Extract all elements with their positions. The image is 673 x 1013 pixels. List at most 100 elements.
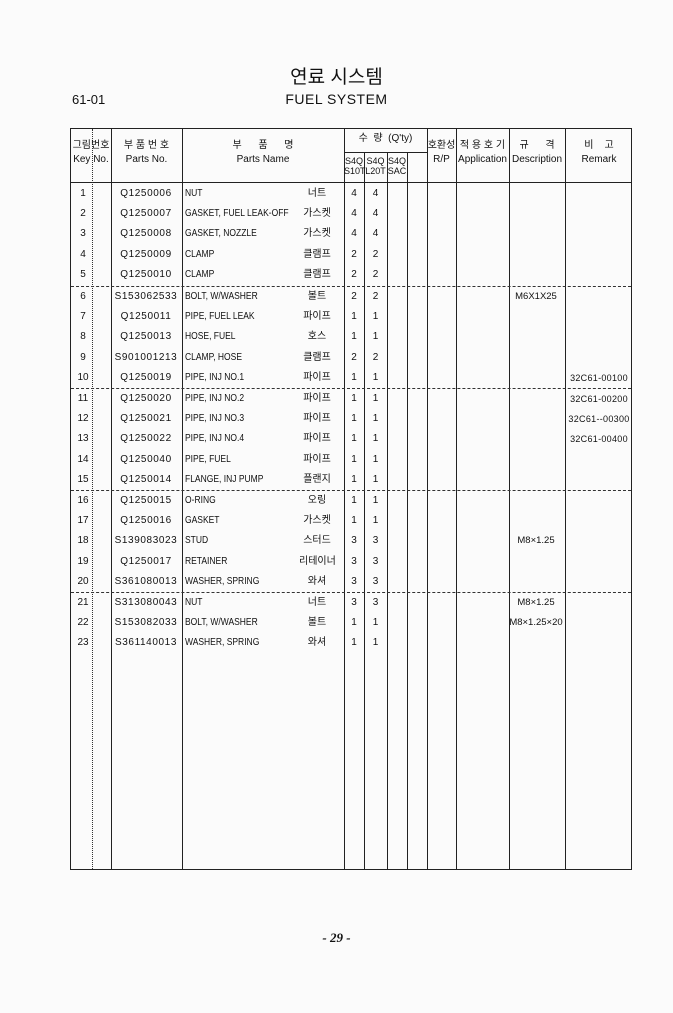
column-divider [407,153,408,869]
header-qty-s10t: S4Q S10T [344,156,366,176]
header-parts-no-en: Parts No. [125,154,168,165]
table-row: 7 Q1250011 PIPE, FUEL LEAK 파이프 1 1 [71,307,631,327]
part-name-korean: 플랜지 [303,473,331,485]
part-name: PIPE, FUEL [185,453,231,465]
qty-s10t: 4 [351,208,357,220]
part-name-korean: 볼트 [307,617,327,629]
part-name-korean: 너트 [307,188,327,199]
row-group: 6 S153062533 BOLT, W/WASHER 볼트 2 2 M6X1X25 7 Q12… [71,286,631,389]
part-name-korean: 가스켓 [303,228,331,240]
table-row: 5 Q1250010 CLAMP 클램프 2 2 [71,265,631,285]
table-row: 12 Q1250021 PIPE, INJ NO.3 파이프 1 1 32C61--0030… [71,409,631,429]
part-number: S313080043 [114,597,178,608]
column-divider [364,153,365,869]
qty-divider [344,152,427,153]
row-group: 1 Q1250006 NUT 너트 4 4 2 Q1250007 GASKET, FUEL LE… [71,184,631,286]
column-divider [427,129,428,869]
part-name: PIPE, FUEL LEAK [185,311,255,323]
qty-s10t: 1 [351,433,357,445]
part-name-korean: 클램프 [303,351,331,363]
qty-l20t: 1 [372,371,379,383]
header-key-kr: 그림번호 [72,140,110,151]
part-name: PIPE, INJ NO.2 [185,393,245,404]
part-name: WASHER, SPRING [185,637,260,649]
part-name-korean: 파이프 [303,393,331,404]
header-key-en: Key No. [73,154,109,165]
qty-l20t: 2 [372,291,379,302]
table-row: 13 Q1250022 PIPE, INJ NO.4 파이프 1 1 32C61-00400 [71,429,631,449]
table-row: 21 S313080043 NUT 너트 3 3 M8×1.25 [71,593,631,613]
parts-table: 그림번호 Key No. 부 품 번 호 Parts No. 부 품 명 Parts … [70,128,632,870]
table-row: 16 Q1250015 O-RING 오링 1 1 [71,491,631,511]
key-no: 10 [77,371,89,383]
part-number: Q1250022 [120,433,172,445]
description: M8×1.25 [517,535,555,547]
header-rp-en: R/P [433,154,450,165]
part-name-korean: 리테이너 [299,555,336,567]
header-application-en: Application [458,154,507,165]
part-name-korean: 파이프 [303,453,331,465]
part-number: Q1250016 [120,515,172,527]
header-parts-name-kr: 부 품 명 [232,140,294,151]
part-name: PIPE, INJ NO.4 [185,433,245,445]
qty-l20t: 1 [372,473,379,485]
key-no: 9 [80,351,86,363]
qty-l20t: 3 [372,535,379,547]
table-row: 23 S361140013 WASHER, SPRING 와셔 1 1 [71,633,631,653]
qty-s10t: 1 [351,371,357,383]
qty-l20t: 1 [372,453,379,465]
table-row: 18 S139083023 STUD 스터드 3 3 M8×1.25 [71,531,631,551]
qty-l20t: 2 [372,268,379,280]
part-number: Q1250017 [120,555,172,567]
qty-s10t: 1 [351,393,357,404]
part-name: CLAMP, HOSE [185,351,243,363]
header-key: 그림번호 Key No. [71,139,111,167]
key-no: 5 [80,268,86,280]
qty-l20t: 1 [372,393,379,404]
section-code: 61-01 [72,92,106,107]
table-row: 17 Q1250016 GASKET 가스켓 1 1 [71,511,631,531]
key-no: 2 [80,208,86,220]
part-name-korean: 가스켓 [303,208,331,220]
key-no: 16 [77,495,89,506]
part-number: S153082033 [114,617,178,629]
part-number: Q1250013 [120,331,172,343]
key-no: 21 [77,597,89,608]
key-no: 18 [77,535,89,547]
qty-s10t: 1 [351,311,357,323]
key-no: 20 [77,575,89,587]
key-no: 4 [80,248,86,260]
header-description-en: Description [511,154,563,165]
part-name-korean: 파이프 [303,413,331,425]
qty-s10t: 1 [351,413,357,425]
table-row: 10 Q1250019 PIPE, INJ NO.1 파이프 1 1 32C61-00100 [71,368,631,388]
header-remark-en: Remark [581,154,617,165]
qty-s10t: 1 [351,617,357,629]
table-row: 15 Q1250014 FLANGE, INJ PUMP 플랜지 1 1 [71,470,631,490]
part-name-korean: 파이프 [303,371,331,383]
part-number: Q1250015 [120,495,172,506]
qty-s10t: 1 [351,331,357,343]
key-no: 11 [77,393,89,404]
table-row: 1 Q1250006 NUT 너트 4 4 [71,184,631,204]
qty-s10t: 3 [351,597,357,608]
column-divider [182,129,183,869]
description: M8×1.25 [517,597,555,608]
header-parts-no-kr: 부 품 번 호 [123,140,170,151]
table-row: 22 S153082033 BOLT, W/WASHER 볼트 1 1 M8×1.25×20 [71,613,631,633]
part-name-korean: 파이프 [303,311,331,323]
key-no: 17 [77,515,89,527]
part-name: PIPE, INJ NO.1 [185,371,245,383]
part-name: CLAMP [185,268,215,280]
part-name-korean: 파이프 [303,433,331,445]
part-name: WASHER, SPRING [185,575,260,587]
header-application: 적 용 호 기 Application [456,139,509,167]
part-name-korean: 가스켓 [303,515,331,527]
key-no: 6 [80,291,86,302]
table-row: 11 Q1250020 PIPE, INJ NO.2 파이프 1 1 32C61-00200 [71,389,631,409]
key-no: 12 [77,413,89,425]
header-qty-sac: S4Q SAC [387,156,407,176]
page-number: - 29 - [322,930,351,945]
header-application-kr: 적 용 호 기 [459,140,506,151]
